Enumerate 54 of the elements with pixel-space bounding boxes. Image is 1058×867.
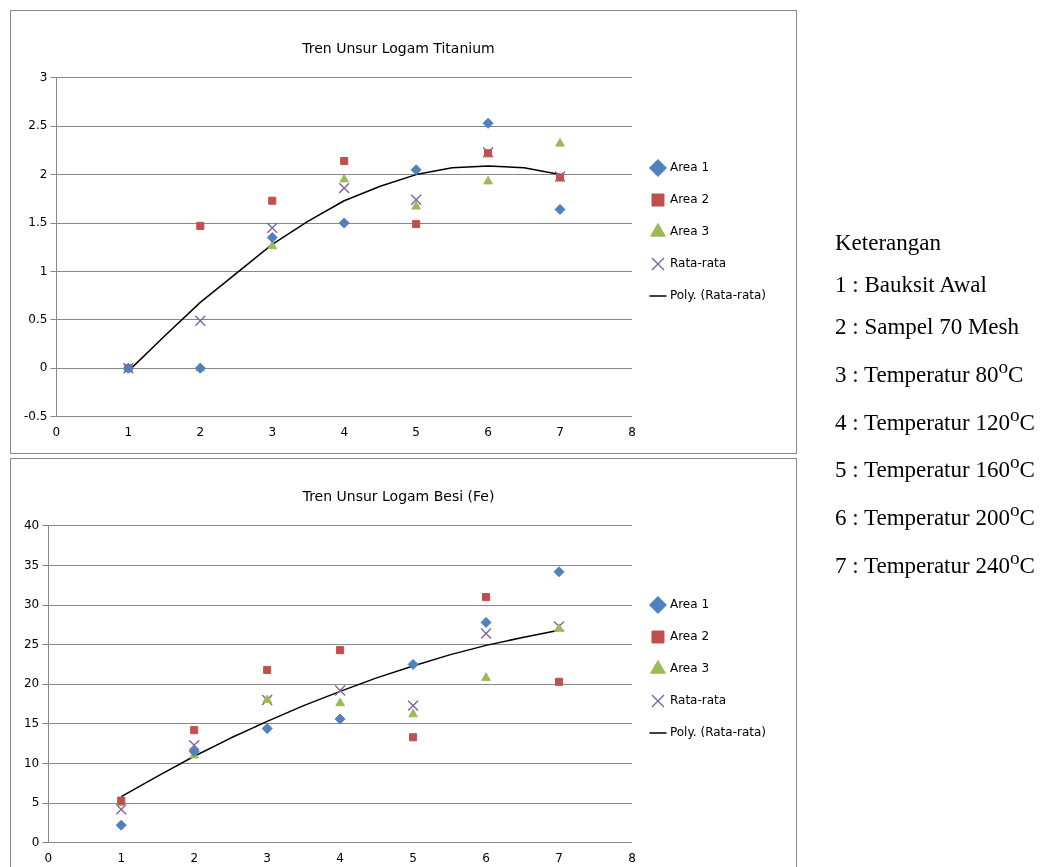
text: 3 : Temperatur 80$^{o}$C <box>835 356 1025 388</box>
legend-label: Poly. (Rata-rata) <box>669 725 766 740</box>
legend-label: Rata-rata <box>669 256 727 271</box>
y-tick-label: 40 <box>23 517 40 532</box>
y-tick-label: -0.5 <box>23 408 48 423</box>
x-tick-label: 1 <box>117 850 126 865</box>
y-tick-label: 2.5 <box>28 118 48 133</box>
x-tick-label: 6 <box>484 424 492 439</box>
chart-title: Tren Unsur Logam Besi (Fe) <box>301 488 495 505</box>
x-tick-label: 7 <box>556 424 564 439</box>
x-tick-label: 4 <box>340 424 349 439</box>
text: 2 : Sampel 70 Mesh <box>835 314 1020 340</box>
x-tick-label: 5 <box>409 850 417 865</box>
x-tick-label: 2 <box>196 424 205 439</box>
y-tick-label: 30 <box>23 597 40 612</box>
text: 4 : Temperatur 120$^{o}$C <box>835 403 1035 436</box>
legend-label: Area 2 <box>669 629 710 644</box>
y-tick-label: 20 <box>23 676 40 691</box>
y-tick-label: 1.5 <box>28 215 48 230</box>
text: 7 : Temperatur 240$^{o}$C <box>835 546 1035 579</box>
y-tick-label: 0 <box>39 360 48 375</box>
legend-label: Area 3 <box>669 661 710 676</box>
legend-label: Rata-rata <box>669 693 727 708</box>
x-tick-label: 6 <box>482 850 490 865</box>
y-tick-label: 0 <box>31 834 40 849</box>
x-tick-label: 3 <box>268 424 277 439</box>
x-tick-label: 2 <box>190 850 199 865</box>
y-tick-label: 35 <box>23 557 40 572</box>
text: 6 : Temperatur 200$^{o}$C <box>835 498 1035 531</box>
y-tick-label: 2 <box>39 166 48 181</box>
legend-label: Area 1 <box>669 160 710 175</box>
text: 1 : Bauksit Awal <box>835 272 988 298</box>
y-tick-label: 15 <box>23 715 40 730</box>
y-tick-label: 3 <box>39 69 48 84</box>
x-tick-label: 4 <box>336 850 344 865</box>
y-tick-label: 10 <box>23 755 40 770</box>
x-tick-label: 7 <box>555 850 563 865</box>
y-tick-label: 0.5 <box>28 311 48 326</box>
x-tick-label: 3 <box>263 850 271 865</box>
x-tick-label: 1 <box>124 424 133 439</box>
y-tick-label: 25 <box>23 636 40 651</box>
x-tick-label: 0 <box>52 424 61 439</box>
text: 5 : Temperatur 160$^{o}$C <box>835 451 1035 483</box>
legend-label: Area 1 <box>669 597 710 612</box>
y-tick-label: 5 <box>31 795 40 810</box>
x-tick-label: 5 <box>412 424 420 439</box>
text: Keterangan <box>835 230 942 256</box>
x-tick-label: 8 <box>628 850 636 865</box>
legend-label: Area 3 <box>669 224 710 239</box>
legend-label: Poly. (Rata-rata) <box>669 288 766 303</box>
y-tick-label: 1 <box>39 263 48 278</box>
legend-label: Area 2 <box>669 192 710 207</box>
chart-title: Tren Unsur Logam Titanium <box>301 40 495 57</box>
x-tick-label: 8 <box>628 424 636 439</box>
